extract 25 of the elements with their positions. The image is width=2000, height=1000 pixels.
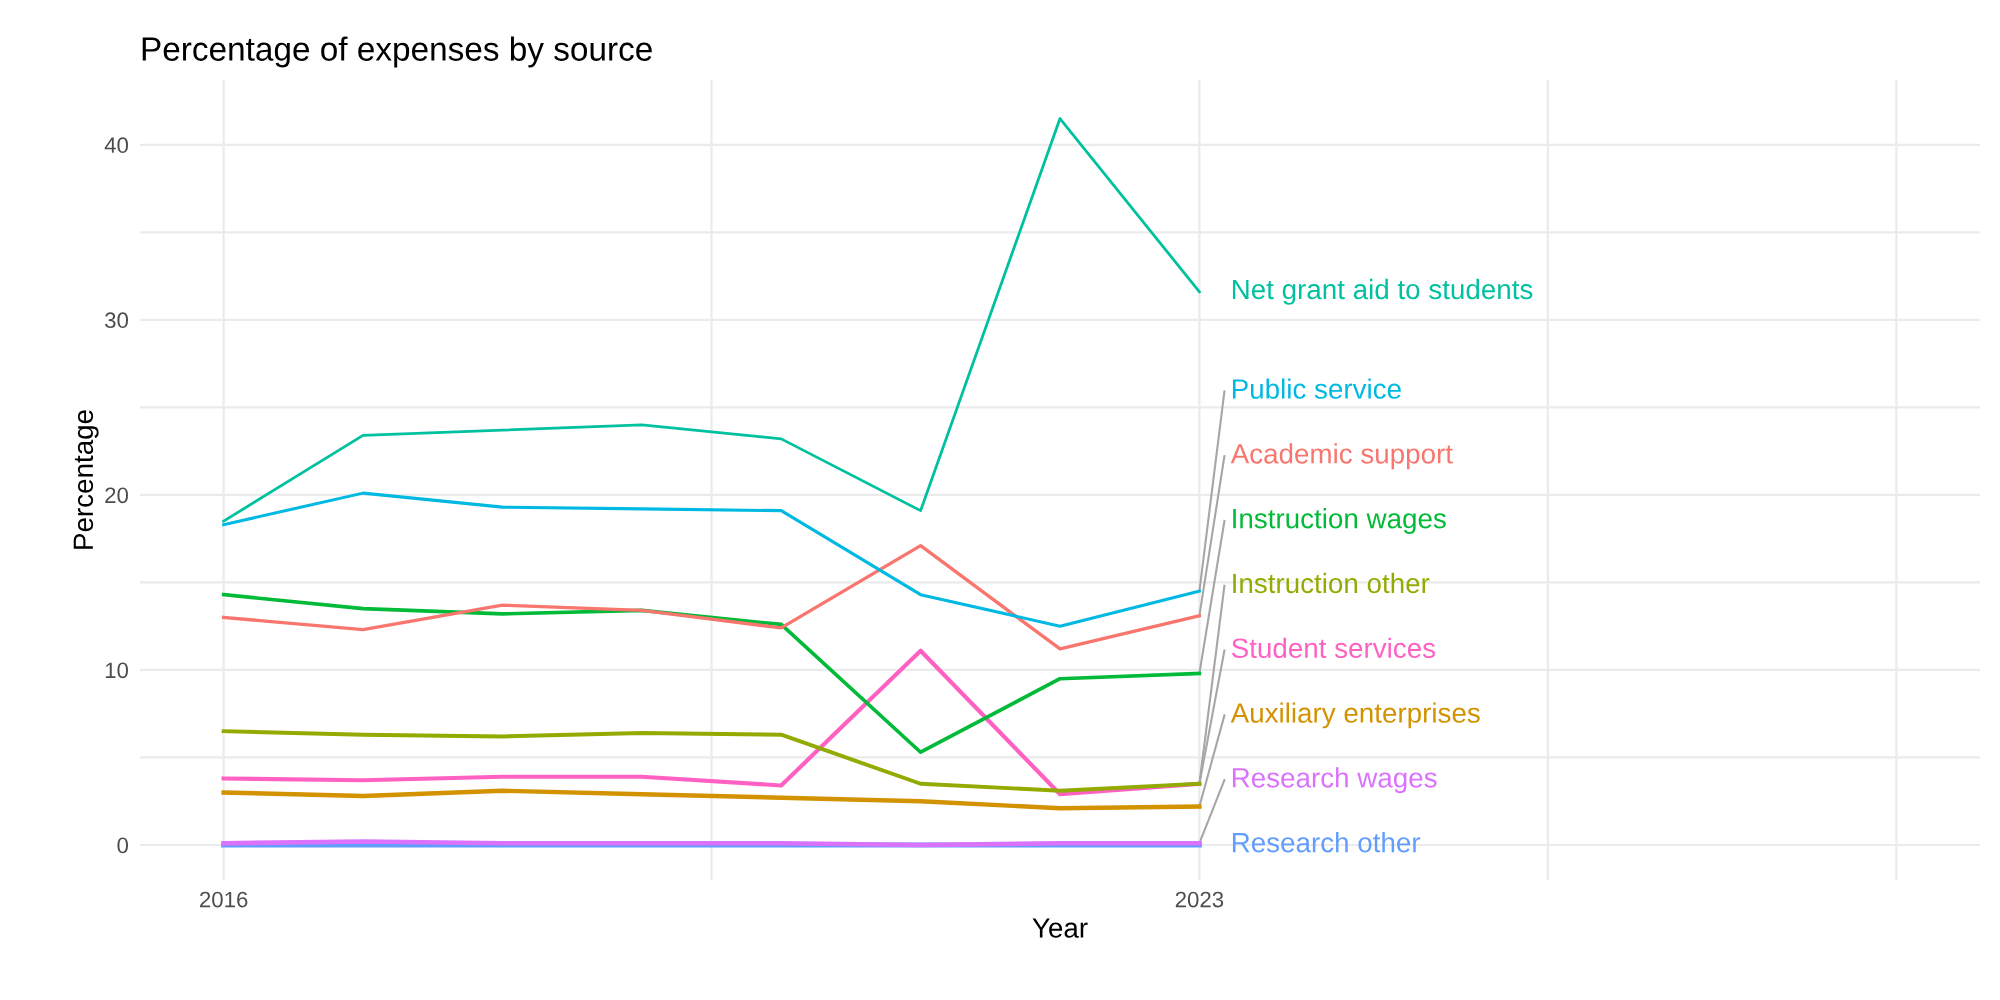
x-axis-title: Year bbox=[1032, 918, 1088, 938]
text: Public service bbox=[1232, 378, 1401, 399]
text: Instruction other bbox=[1233, 572, 1430, 594]
chart-title: Percentage of expenses by source bbox=[142, 36, 652, 68]
line-series bbox=[221, 729, 1202, 793]
line-series bbox=[221, 543, 1202, 651]
x-tick-label: 2023 bbox=[1175, 891, 1224, 908]
line-series bbox=[222, 117, 1201, 523]
y-tick-label: 30 bbox=[105, 312, 129, 329]
series-label: Net grant aid to students bbox=[1232, 278, 1533, 305]
text: Student services bbox=[1231, 637, 1436, 659]
y-tick-label: 40 bbox=[104, 137, 129, 154]
y-axis-title: Percentage bbox=[73, 410, 99, 549]
line-series bbox=[221, 648, 1202, 797]
text: Academic support bbox=[1230, 443, 1453, 470]
y-tick-label: 0 bbox=[117, 837, 129, 854]
y-tick-label: 20 bbox=[105, 487, 129, 504]
text: Instruction wages bbox=[1233, 508, 1446, 534]
text: Auxiliary enterprises bbox=[1230, 702, 1480, 729]
series-label: Research other bbox=[1232, 832, 1421, 853]
line-series bbox=[221, 788, 1202, 811]
x-tick-label: 2016 bbox=[200, 891, 248, 908]
y-tick-label: 10 bbox=[105, 662, 129, 679]
text: Research wages bbox=[1232, 767, 1437, 794]
line-series bbox=[222, 491, 1201, 628]
